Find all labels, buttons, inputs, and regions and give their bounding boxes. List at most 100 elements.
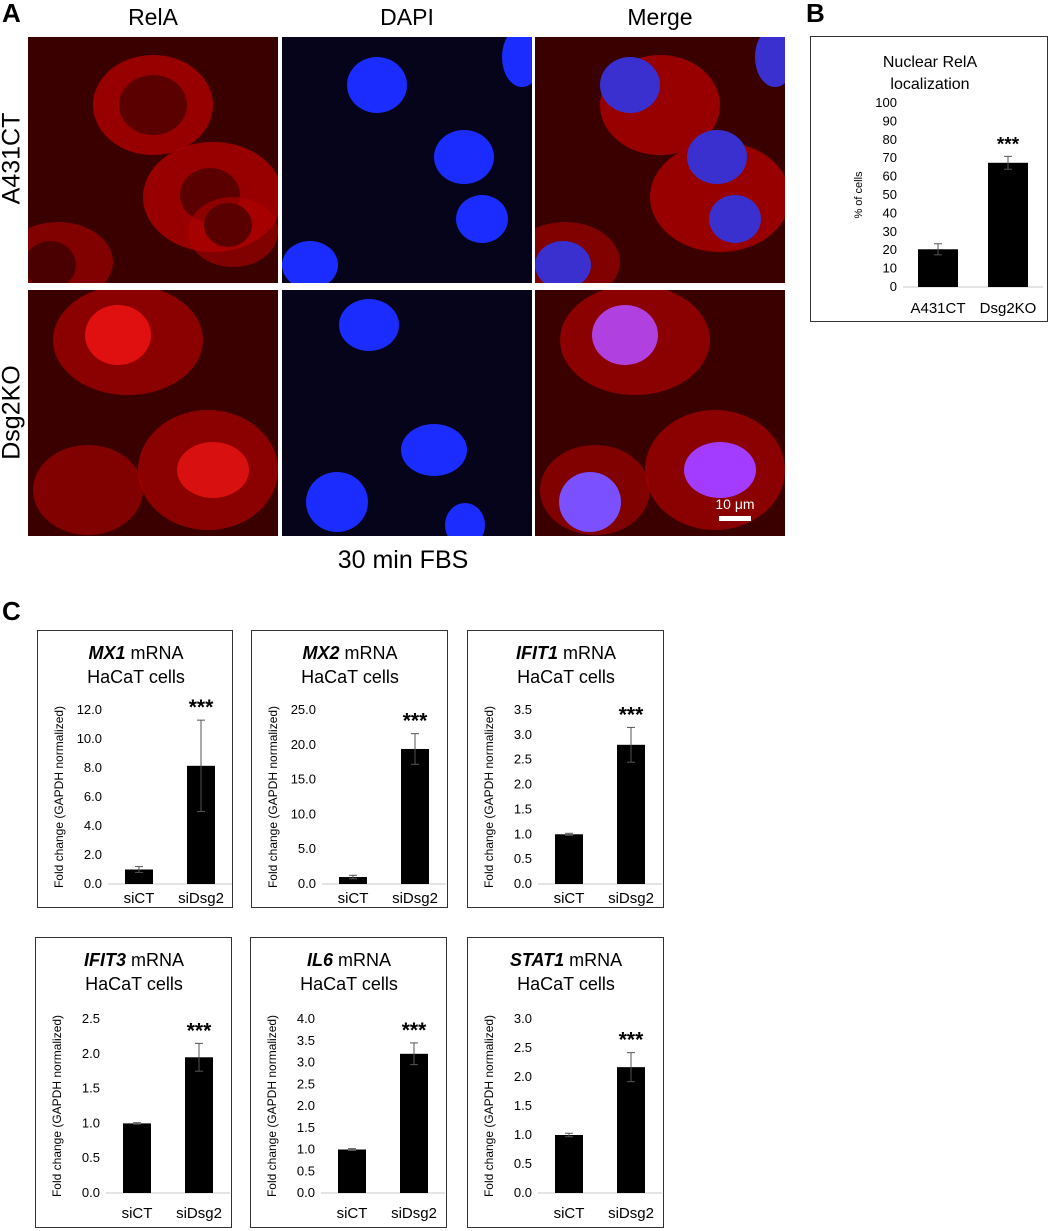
micrograph-image [28,37,278,283]
chart-title: IL6 mRNA [307,950,391,970]
chart-title: IFIT1 mRNA [516,643,616,663]
condition-caption: 30 min FBS [337,546,469,574]
y-tick-label: 50 [883,187,897,202]
chart-subtitle: HaCaT cells [87,667,185,687]
y-tick-label: 0.0 [298,876,316,891]
micrograph-dsg2ko-rela [28,290,278,536]
gene-name: MX2 [302,643,339,663]
significance-marker: *** [403,710,428,733]
x-category-label: siDsg2 [392,890,438,907]
bar-sict [123,1123,151,1193]
bar-sidsg2 [617,1067,645,1193]
y-tick-label: 2.0 [82,1046,100,1061]
bar-sidsg2 [401,748,429,884]
x-category-label: A431CT [910,300,965,317]
y-tick-label: 2.0 [514,1069,532,1084]
chart-mx2: MX2 mRNA HaCaT cells Fold change (GAPDH no… [251,630,448,908]
bar-sidsg2 [185,1057,213,1193]
chart-title-line: localization [890,76,969,93]
micrograph-image [535,37,785,283]
y-axis-label: Fold change (GAPDH normalized) [482,1015,496,1197]
y-tick-label: 40 [883,205,897,220]
y-tick-label: 3.0 [514,727,532,742]
significance-marker: *** [619,703,644,726]
y-tick-label: 20.0 [291,737,316,752]
bar-sidsg2 [400,1053,428,1193]
x-category-label: siDsg2 [178,890,224,907]
y-tick-label: 10 [883,261,897,276]
y-tick-label: 0.0 [514,876,532,891]
y-tick-label: 1.5 [82,1081,100,1096]
bar-sict [125,869,153,884]
scale-bar [719,516,751,521]
y-tick-label: 3.0 [297,1055,315,1070]
y-tick-label: 70 [883,150,897,165]
y-tick-label: 0.5 [514,851,532,866]
micrograph-image [282,290,532,536]
chart-b-svg: Nuclear RelA localization % of cells 0 10 20 3… [853,54,1043,317]
significance-marker: *** [189,696,214,719]
y-axis-label: Fold change (GAPDH normalized) [482,706,496,888]
x-category-label: Dsg2KO [980,300,1037,317]
y-tick-label: 5.0 [298,841,316,856]
bar-a431ct [918,249,958,287]
title-rest: mRNA [126,643,184,663]
gene-name: IFIT3 [84,950,126,970]
y-tick-label: 4.0 [297,1011,315,1026]
micrograph-a431ct-merge [535,37,785,283]
y-tick-label: 80 [883,132,897,147]
bar-sidsg2 [617,744,645,884]
gene-name: STAT1 [510,950,564,970]
chart-c6-svg: STAT1 mRNA HaCaT cells Fold change (GAPDH … [482,950,662,1222]
panel-letter-a: A [2,0,21,28]
title-rest: mRNA [340,643,398,663]
bar-sict [555,1135,583,1193]
y-tick-label: 0.0 [84,876,102,891]
micrograph-a431ct-rela [28,37,278,283]
chart-title: MX1 mRNA [88,643,183,663]
chart-subtitle: HaCaT cells [301,667,399,687]
row-header-a431ct: A431CT [0,112,26,205]
y-tick-label: 15.0 [291,772,316,787]
y-tick-label: 0.5 [297,1163,315,1178]
micrograph-image [535,290,785,536]
gene-name: IFIT1 [516,643,558,663]
y-tick-label: 1.5 [514,1098,532,1113]
y-tick-label: 1.0 [82,1115,100,1130]
y-axis-label: Fold change (GAPDH normalized) [266,706,280,888]
gene-name: MX1 [88,643,125,663]
micrograph-image [282,37,532,283]
bar-sict [555,834,583,884]
y-tick-label: 90 [883,113,897,128]
y-tick-label: 0.5 [82,1150,100,1165]
y-tick-label: 3.5 [297,1033,315,1048]
bar-dsg2ko [988,162,1028,287]
y-tick-label: 20 [883,242,897,257]
chart-il6: IL6 mRNA HaCaT cells Fold change (GAPDH no… [250,937,447,1228]
micrograph-dsg2ko-merge: 10 μm [535,290,785,536]
y-tick-label: 3.5 [514,702,532,717]
chart-ifit1: IFIT1 mRNA HaCaT cells Fold change (GAPDH … [467,630,664,908]
y-tick-label: 0.0 [297,1185,315,1200]
y-tick-label: 60 [883,169,897,184]
title-rest: mRNA [333,950,391,970]
significance-marker: *** [619,1029,644,1052]
y-axis-label: Fold change (GAPDH normalized) [52,706,66,888]
y-tick-label: 2.5 [514,1040,532,1055]
y-tick-label: 10.0 [77,731,102,746]
panel-letter-c: C [2,596,21,626]
significance-marker: *** [187,1019,212,1042]
x-category-label: siDsg2 [391,1205,437,1222]
y-tick-label: 2.0 [297,1098,315,1113]
x-category-label: siCT [338,890,369,907]
y-tick-label: 8.0 [84,760,102,775]
y-tick-label: 1.0 [297,1142,315,1157]
x-category-label: siCT [124,890,155,907]
chart-title: STAT1 mRNA [510,950,622,970]
y-tick-label: 0.0 [514,1185,532,1200]
chart-mx1: MX1 mRNA HaCaT cells Fold change (GAPDH no… [37,630,233,908]
chart-c5-svg: IL6 mRNA HaCaT cells Fold change (GAPDH no… [265,950,445,1222]
y-tick-label: 1.5 [297,1120,315,1135]
chart-title: MX2 mRNA [302,643,397,663]
chart-c1-svg: MX1 mRNA HaCaT cells Fold change (GAPDH no… [52,643,232,907]
